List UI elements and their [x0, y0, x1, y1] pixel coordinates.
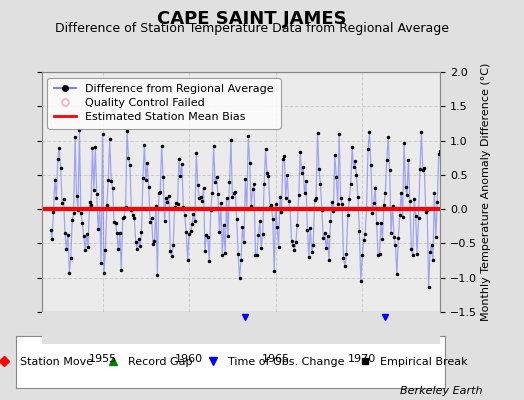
Text: Difference of Station Temperature Data from Regional Average: Difference of Station Temperature Data f…	[54, 22, 449, 35]
Legend: Difference from Regional Average, Quality Control Failed, Estimated Station Mean: Difference from Regional Average, Qualit…	[48, 78, 280, 129]
Text: CAPE SAINT JAMES: CAPE SAINT JAMES	[157, 10, 346, 28]
Text: Berkeley Earth: Berkeley Earth	[400, 386, 482, 396]
Y-axis label: Monthly Temperature Anomaly Difference (°C): Monthly Temperature Anomaly Difference (…	[481, 63, 491, 321]
Legend: Station Move, Record Gap, Time of Obs. Change, Empirical Break: Station Move, Record Gap, Time of Obs. C…	[0, 352, 473, 372]
